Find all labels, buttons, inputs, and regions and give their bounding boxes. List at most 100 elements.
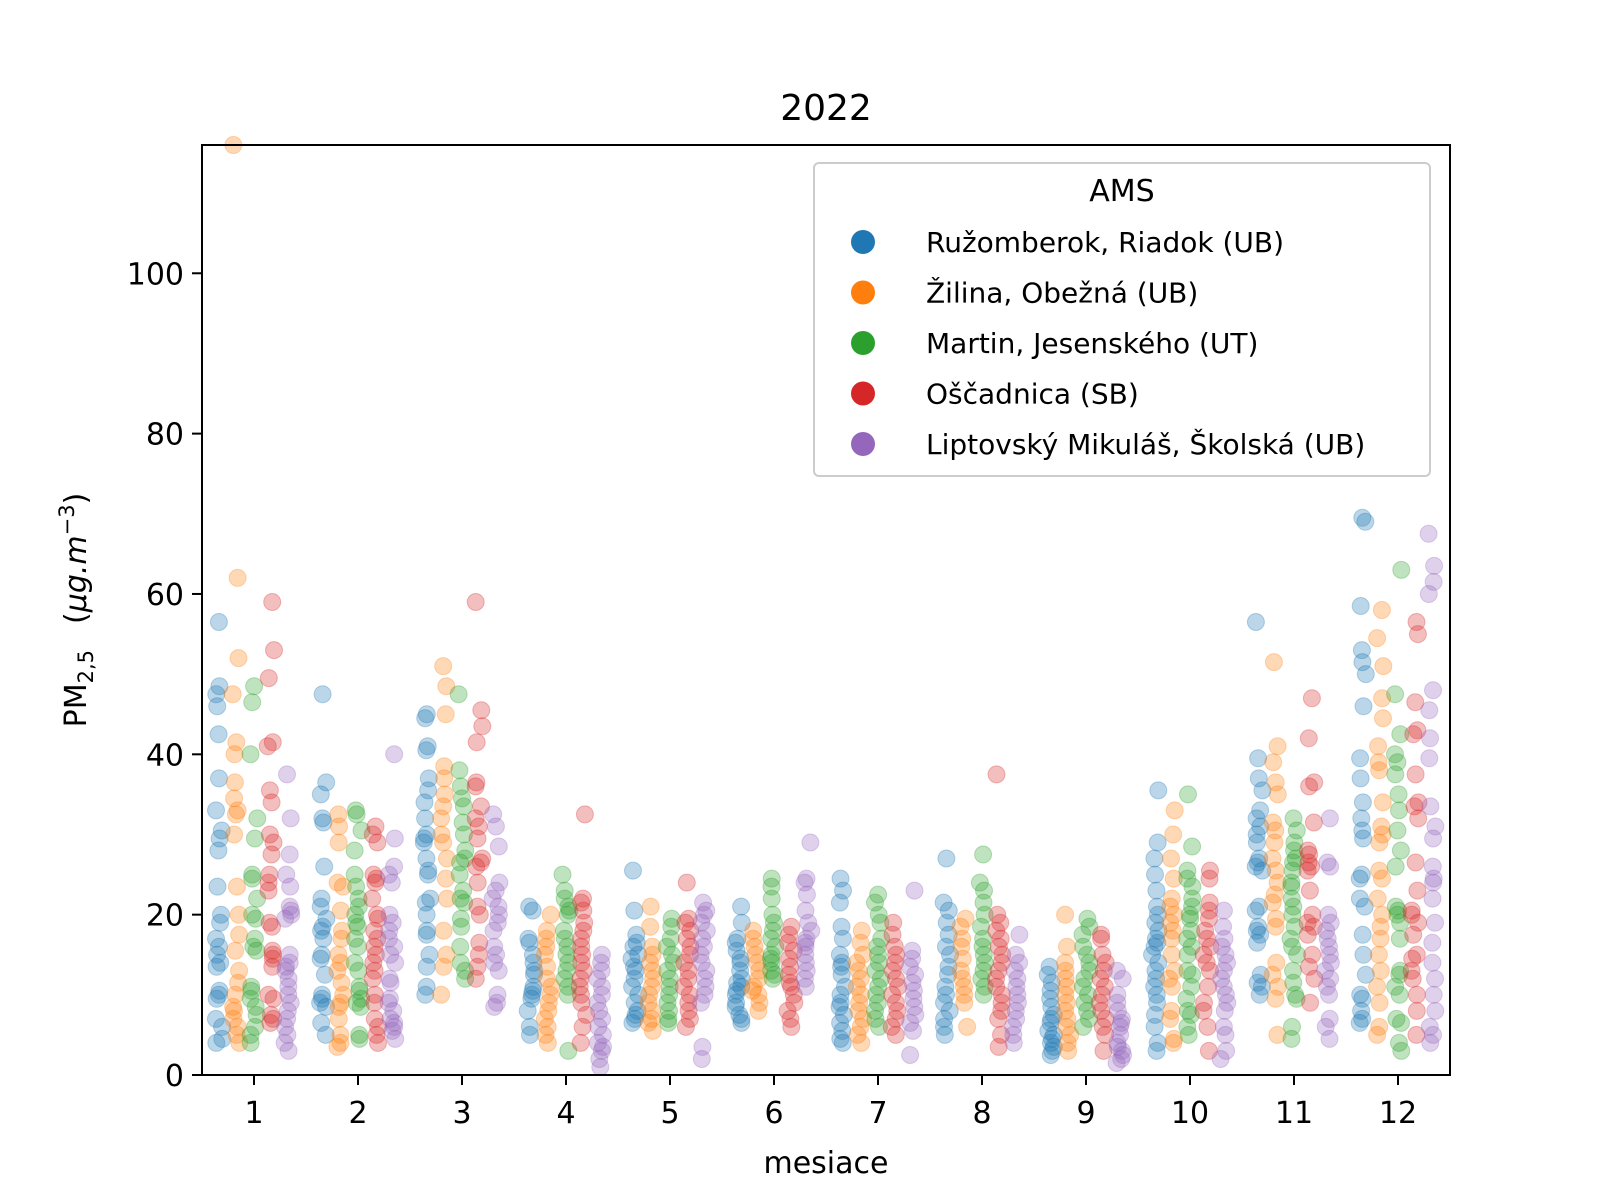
data-point bbox=[1356, 512, 1375, 531]
data-point bbox=[1299, 841, 1317, 860]
data-point bbox=[592, 961, 611, 980]
data-point bbox=[350, 1029, 369, 1048]
data-point bbox=[903, 941, 922, 960]
data-point bbox=[848, 1025, 867, 1044]
data-point bbox=[629, 985, 648, 1004]
data-point bbox=[1040, 957, 1059, 976]
data-point bbox=[1178, 945, 1197, 964]
data-point bbox=[748, 953, 767, 972]
data-point bbox=[762, 961, 781, 980]
data-point bbox=[1044, 1025, 1063, 1044]
data-point bbox=[1281, 929, 1300, 948]
data-point bbox=[993, 945, 1012, 964]
data-point bbox=[1374, 709, 1392, 728]
data-point bbox=[849, 1001, 868, 1020]
data-point bbox=[352, 989, 371, 1008]
data-point bbox=[468, 873, 487, 892]
data-point bbox=[1284, 809, 1303, 828]
data-point bbox=[1423, 953, 1442, 972]
data-point bbox=[1283, 861, 1302, 880]
data-point bbox=[1145, 977, 1164, 996]
chart-title: 2022 bbox=[780, 88, 872, 129]
data-point bbox=[312, 945, 331, 964]
data-point bbox=[212, 821, 231, 840]
data-point bbox=[542, 977, 561, 996]
data-point bbox=[1149, 953, 1168, 972]
data-point bbox=[313, 985, 331, 1004]
data-point bbox=[487, 993, 506, 1012]
data-point bbox=[779, 933, 798, 952]
data-point bbox=[1199, 977, 1218, 996]
data-point bbox=[1145, 849, 1164, 868]
data-point bbox=[1263, 849, 1282, 868]
data-point bbox=[207, 989, 226, 1008]
data-point bbox=[1108, 1037, 1127, 1056]
data-point bbox=[847, 953, 866, 972]
data-point bbox=[206, 1009, 225, 1028]
data-point bbox=[1373, 689, 1392, 708]
data-point bbox=[660, 1001, 678, 1020]
data-point bbox=[1146, 1005, 1164, 1024]
data-point bbox=[1283, 937, 1302, 956]
data-point bbox=[991, 913, 1010, 932]
data-point bbox=[1268, 785, 1287, 804]
data-point bbox=[209, 841, 228, 860]
data-point bbox=[1058, 937, 1076, 956]
data-point bbox=[1285, 841, 1304, 860]
data-point bbox=[728, 973, 747, 992]
data-point bbox=[1183, 877, 1202, 896]
data-point bbox=[588, 969, 607, 988]
data-point bbox=[260, 825, 279, 844]
data-point bbox=[259, 669, 278, 688]
data-point bbox=[438, 849, 456, 868]
data-point bbox=[1408, 881, 1427, 900]
data-point bbox=[1114, 1046, 1132, 1064]
data-point bbox=[1078, 1001, 1097, 1020]
data-point bbox=[1284, 973, 1303, 992]
data-point bbox=[796, 901, 815, 920]
data-point bbox=[468, 897, 487, 916]
data-point bbox=[852, 1033, 871, 1052]
data-point bbox=[315, 965, 334, 984]
data-point bbox=[559, 1041, 578, 1060]
data-point bbox=[1247, 809, 1266, 828]
data-point bbox=[1218, 993, 1237, 1012]
data-point bbox=[1148, 897, 1166, 916]
data-point bbox=[937, 985, 955, 1004]
data-point bbox=[488, 913, 507, 932]
data-point bbox=[317, 773, 336, 792]
data-point bbox=[264, 1009, 283, 1028]
data-point bbox=[541, 905, 560, 924]
data-point bbox=[349, 889, 368, 908]
data-point bbox=[455, 849, 474, 868]
data-point bbox=[1265, 885, 1284, 904]
data-point bbox=[466, 969, 485, 988]
data-point bbox=[660, 969, 679, 988]
data-point bbox=[1181, 909, 1200, 928]
data-point bbox=[525, 965, 543, 984]
data-point bbox=[1044, 1037, 1063, 1056]
x-tick-label: 2 bbox=[348, 1096, 367, 1131]
data-point bbox=[227, 733, 246, 752]
data-point bbox=[379, 993, 398, 1012]
data-point bbox=[780, 973, 799, 992]
data-point bbox=[263, 917, 281, 936]
y-tick-label: 20 bbox=[146, 899, 184, 934]
data-point bbox=[452, 917, 471, 936]
data-point bbox=[746, 945, 765, 964]
data-point bbox=[1287, 821, 1306, 840]
data-point bbox=[992, 1001, 1011, 1020]
data-point bbox=[1320, 945, 1339, 964]
data-point bbox=[974, 961, 993, 980]
data-point bbox=[1041, 1046, 1060, 1064]
data-point bbox=[936, 977, 955, 996]
data-point bbox=[1008, 985, 1027, 1004]
data-point bbox=[230, 925, 249, 944]
data-point bbox=[419, 861, 438, 880]
data-point bbox=[328, 1037, 347, 1056]
data-point bbox=[1424, 985, 1443, 1004]
data-point bbox=[1162, 889, 1181, 908]
data-point bbox=[366, 817, 385, 836]
data-point bbox=[331, 993, 350, 1012]
data-point bbox=[590, 1001, 609, 1020]
